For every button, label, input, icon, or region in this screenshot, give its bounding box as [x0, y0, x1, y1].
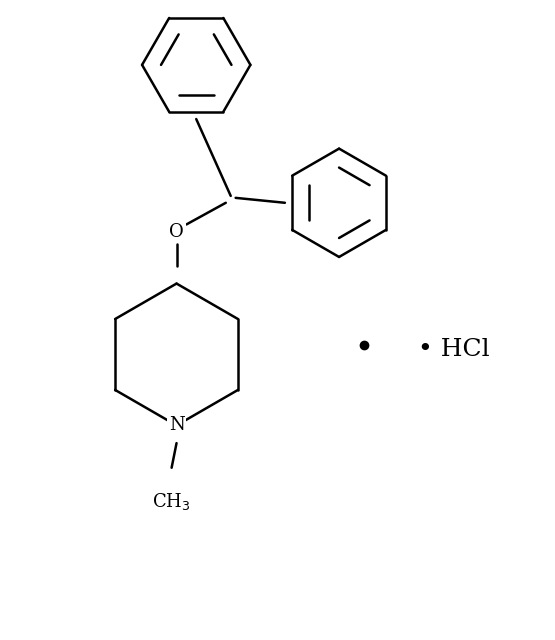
Text: • HCl: • HCl	[418, 338, 490, 361]
Text: O: O	[169, 223, 184, 241]
Text: N: N	[169, 417, 184, 435]
Text: CH$_3$: CH$_3$	[152, 492, 191, 513]
